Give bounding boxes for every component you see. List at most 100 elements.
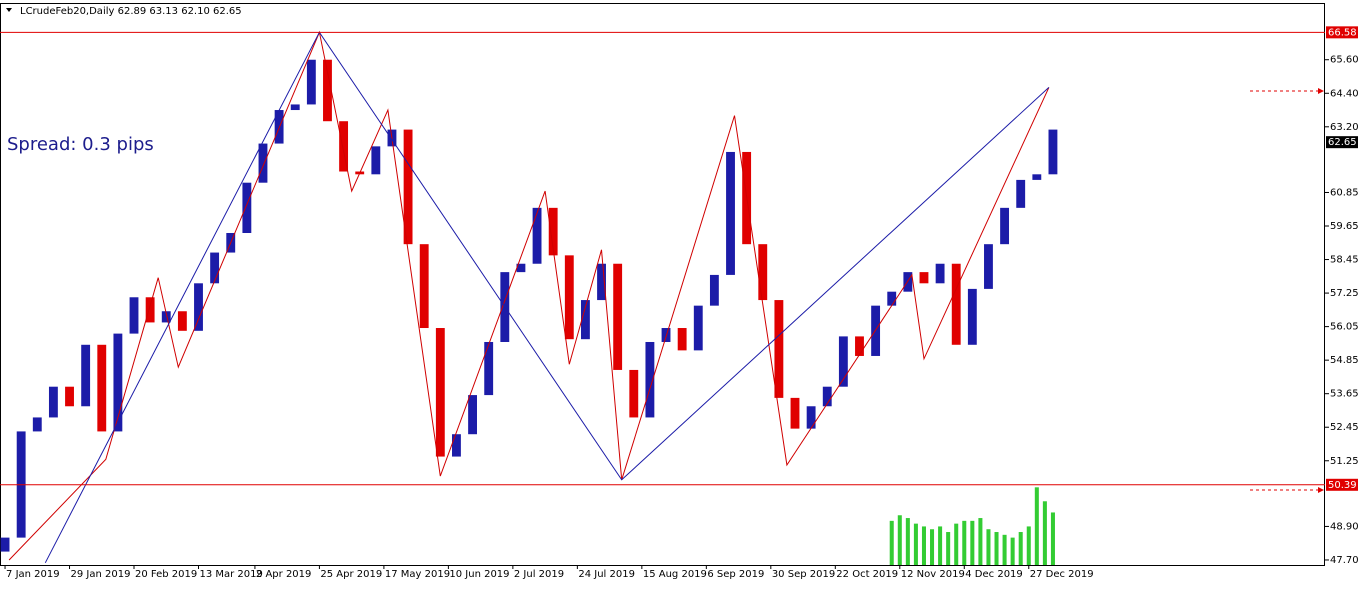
candle-body <box>452 434 461 457</box>
indicator-bar <box>994 532 999 565</box>
y-tick-label: 47.70 <box>1330 555 1358 566</box>
indicator-bar <box>897 515 902 565</box>
indicator-bar <box>1050 512 1055 565</box>
y-tick-label: 63.20 <box>1330 122 1358 133</box>
indicator-bar <box>946 532 951 565</box>
candle-body <box>597 263 606 301</box>
candle-body <box>323 59 332 122</box>
x-tick-label: 4 Dec 2019 <box>965 569 1023 580</box>
candle-body <box>935 263 945 284</box>
zigzag-line <box>8 30 1050 561</box>
candle-body <box>194 283 203 331</box>
candle-body <box>758 244 768 301</box>
candle-body <box>1032 174 1042 180</box>
y-tick-label: 54.85 <box>1330 355 1358 366</box>
x-tick-label: 29 Jan 2019 <box>71 569 131 580</box>
y-tick-label: 53.65 <box>1330 389 1358 400</box>
candle-body <box>306 59 316 105</box>
plot-frame <box>0 3 1325 566</box>
x-tick-label: 17 May 2019 <box>385 569 450 580</box>
x-tick-label: 20 Feb 2019 <box>135 569 197 580</box>
candle-body <box>0 537 10 552</box>
candle-body <box>951 263 961 345</box>
x-tick-label: 27 Dec 2019 <box>1030 569 1094 580</box>
candle-body <box>919 272 929 284</box>
level-label-box <box>1326 26 1358 39</box>
indicator-bar <box>970 520 975 565</box>
indicator-bar <box>986 529 991 565</box>
candle-body <box>113 333 123 432</box>
indicator-bar <box>1010 537 1015 565</box>
indicator-bar <box>962 520 967 565</box>
x-tick-label: 12 Nov 2019 <box>901 569 965 580</box>
price-label: 62.65 <box>1328 137 1357 148</box>
candle-body <box>629 369 639 418</box>
candle-body <box>81 344 91 407</box>
indicator-bar <box>1018 532 1023 565</box>
candle-body <box>548 207 558 256</box>
x-tick-label: 13 Mar 2019 <box>199 569 262 580</box>
candle-body <box>468 395 477 435</box>
y-tick-label: 56.05 <box>1330 322 1358 333</box>
candle-body <box>145 297 155 323</box>
candle-body <box>97 344 107 432</box>
pending-arrow-head <box>1318 88 1324 94</box>
indicator-bar <box>954 523 959 565</box>
indicator-bar <box>921 526 926 565</box>
y-tick-label: 57.25 <box>1330 288 1358 299</box>
candle-body <box>48 386 58 418</box>
candle-body <box>435 328 445 457</box>
y-tick-label: 52.45 <box>1330 422 1358 433</box>
x-tick-label: 22 Oct 2019 <box>836 569 898 580</box>
indicator-bar <box>938 526 943 565</box>
indicator-bar <box>1026 526 1031 565</box>
candle-body <box>210 252 220 284</box>
indicator-bar <box>978 518 983 565</box>
candle-body <box>645 341 655 418</box>
spread-annotation: Spread: 0.3 pips <box>7 134 154 155</box>
candle-body <box>161 311 171 323</box>
x-tick-label: 10 Jun 2019 <box>449 569 509 580</box>
indicator-bar <box>1042 501 1047 565</box>
candle-body <box>774 300 784 398</box>
candle-body <box>855 336 864 356</box>
y-tick-label: 60.85 <box>1330 187 1358 198</box>
x-tick-label: 25 Apr 2019 <box>320 569 382 580</box>
candle-body <box>484 341 494 396</box>
candle-body <box>129 297 139 334</box>
candle-body <box>290 104 300 111</box>
candle-body <box>822 386 832 407</box>
candle-body <box>838 336 848 387</box>
candle-body <box>371 146 381 175</box>
zigzag-line <box>44 31 1050 564</box>
candle-body <box>403 129 413 245</box>
y-tick-label: 64.40 <box>1330 88 1358 99</box>
candle-body <box>32 417 42 432</box>
level-label: 50.39 <box>1328 480 1357 491</box>
x-tick-label: 6 Sep 2019 <box>707 569 764 580</box>
candle-body <box>726 151 735 275</box>
level-label-box <box>1326 478 1358 491</box>
indicator-bar <box>889 520 894 565</box>
candle-body <box>613 263 623 370</box>
chart-title: LCrudeFeb20,Daily 62.89 63.13 62.10 62.6… <box>20 6 242 17</box>
candle-body <box>806 406 816 429</box>
y-tick-label: 65.60 <box>1330 55 1358 66</box>
candle-body <box>516 263 526 273</box>
candle-body <box>887 291 897 306</box>
candle-body <box>177 311 187 331</box>
candle-body <box>564 255 574 340</box>
candle-body <box>984 244 993 289</box>
candle-body <box>242 182 252 233</box>
candle-body <box>677 328 687 351</box>
y-tick-label: 58.45 <box>1330 255 1358 266</box>
x-tick-label: 30 Sep 2019 <box>772 569 835 580</box>
x-tick-label: 2 Jul 2019 <box>514 569 564 580</box>
y-tick-label: 48.90 <box>1330 521 1358 532</box>
indicator-bar <box>1002 534 1007 565</box>
x-tick-label: 7 Jan 2019 <box>6 569 60 580</box>
candle-body <box>1048 129 1058 175</box>
candle-body <box>532 207 542 264</box>
candle-body <box>709 274 719 306</box>
